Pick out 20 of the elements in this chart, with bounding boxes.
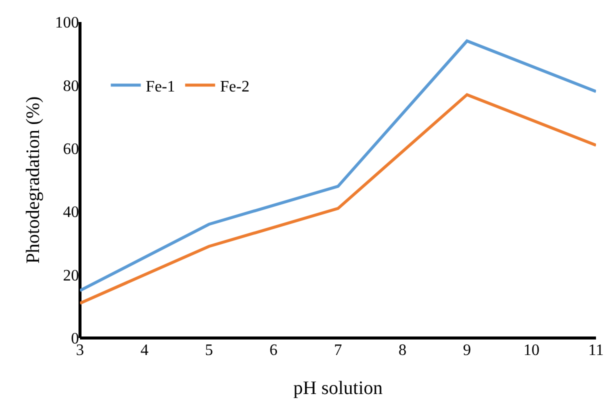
y-axis-title: Photodegradation (%)	[22, 96, 44, 264]
y-tick-label: 20	[63, 267, 79, 284]
x-tick-label: 6	[270, 342, 278, 359]
x-tick-label: 3	[76, 342, 84, 359]
legend-label: Fe-1	[146, 78, 176, 96]
x-tick-label: 7	[334, 342, 342, 359]
x-tick-label: 5	[205, 342, 213, 359]
y-tick-label: 40	[63, 204, 79, 222]
y-tick-label: 80	[63, 78, 79, 95]
x-tick-label: 11	[588, 342, 604, 359]
x-tick-label: 8	[398, 342, 406, 359]
line-series	[80, 39, 596, 292]
x-tick-label: 10	[524, 342, 540, 359]
y-tick-label: 100	[55, 14, 79, 32]
x-tick-label: 4	[140, 342, 148, 359]
x-tick-label: 9	[463, 342, 471, 359]
x-axis-title: pH solution	[293, 378, 384, 399]
line-series	[80, 93, 596, 305]
legend-label: Fe-2	[220, 78, 250, 96]
y-tick-label: 60	[63, 141, 79, 158]
